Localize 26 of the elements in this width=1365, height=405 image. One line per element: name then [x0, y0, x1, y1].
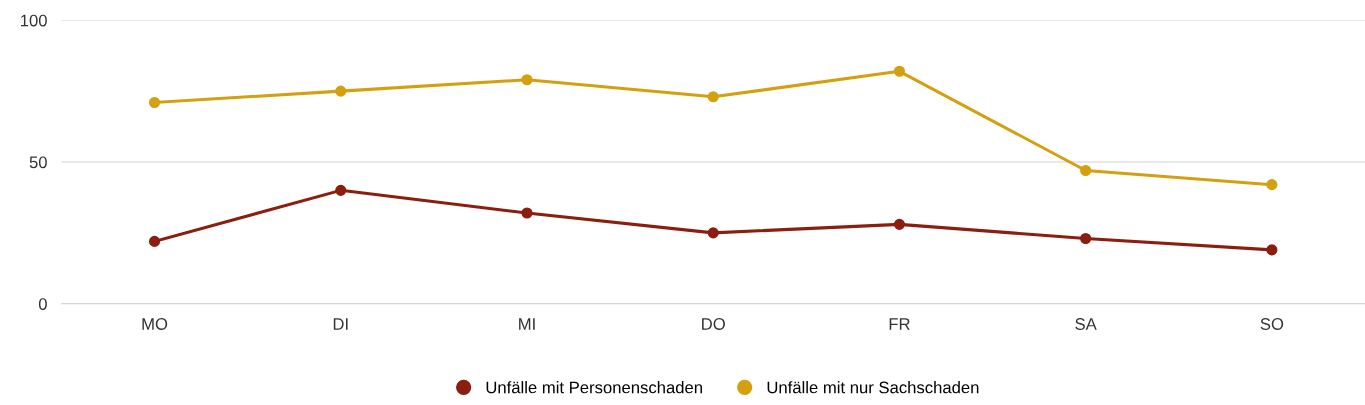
- x-tick-label: DI: [333, 318, 348, 330]
- point: [148, 235, 161, 247]
- y-tick-label: 50: [29, 156, 47, 169]
- point: [707, 227, 719, 239]
- y-tick-label: 100: [21, 14, 47, 27]
- x-tick-label: MI: [519, 318, 535, 330]
- x-tick-label: DO: [702, 318, 725, 330]
- point: [335, 184, 347, 196]
- legend-label: Unfälle mit Personenschaden: [486, 381, 702, 394]
- point: [1266, 244, 1278, 256]
- legend-label: Unfälle mit nur Sachschaden: [767, 381, 979, 394]
- point: [1080, 232, 1092, 245]
- point: [521, 74, 533, 86]
- x-tick-label: FR: [889, 318, 910, 330]
- point: [521, 207, 533, 219]
- point: [335, 85, 347, 97]
- y-tick-label: 0: [38, 298, 47, 310]
- point: [148, 96, 161, 109]
- x-tick-label: MO: [142, 318, 168, 330]
- point: [893, 218, 905, 230]
- point: [893, 65, 905, 77]
- point: [1266, 179, 1278, 191]
- x-tick-label: SO: [1260, 318, 1284, 330]
- x-tick-label: SA: [1075, 318, 1097, 330]
- point: [707, 91, 719, 103]
- point: [1080, 164, 1092, 177]
